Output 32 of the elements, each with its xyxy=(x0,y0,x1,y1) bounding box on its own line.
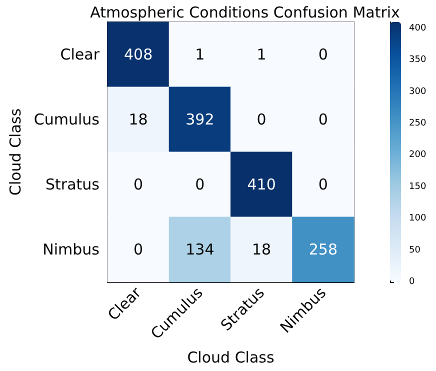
y-tick-label: Clear xyxy=(60,46,100,64)
data-label: 1 xyxy=(256,46,266,64)
data-label: 0 xyxy=(195,176,205,194)
color-bar-label: 50 xyxy=(409,245,421,256)
data-label: 392 xyxy=(186,110,214,128)
y-axis-title: Cloud Class xyxy=(6,108,24,196)
data-label: 1 xyxy=(195,46,205,64)
x-axis-title: Cloud Class xyxy=(187,348,274,366)
data-label: 408 xyxy=(124,46,153,64)
y-tick-label: Cumulus xyxy=(34,110,100,128)
color-bar-label: 200 xyxy=(409,150,426,160)
color-bar-label: 400 xyxy=(409,23,426,34)
data-label: 258 xyxy=(308,240,338,258)
data-label: 0 xyxy=(318,110,328,128)
chart-title: Atmospheric Conditions Confusion Matrix xyxy=(90,4,400,22)
data-label: 18 xyxy=(128,110,148,128)
color-bar-label: 100 xyxy=(409,214,426,224)
y-tick-label: Stratus xyxy=(46,176,100,194)
data-label: 134 xyxy=(186,240,214,258)
data-label: 0 xyxy=(318,176,328,194)
color-bar-label: 150 xyxy=(409,182,426,192)
data-label: 0 xyxy=(134,240,144,258)
data-label: 18 xyxy=(252,240,272,258)
data-label: 0 xyxy=(318,46,328,64)
color-bar-label: 0 xyxy=(409,277,415,287)
y-tick-label: Nimbus xyxy=(42,240,100,258)
color-bar-label: 300 xyxy=(409,86,426,97)
data-label: 0 xyxy=(256,110,266,128)
color-bar-label: 350 xyxy=(409,55,426,66)
color-bar-label: 250 xyxy=(409,118,426,128)
data-label: 0 xyxy=(134,176,144,194)
data-label: 410 xyxy=(247,176,276,194)
